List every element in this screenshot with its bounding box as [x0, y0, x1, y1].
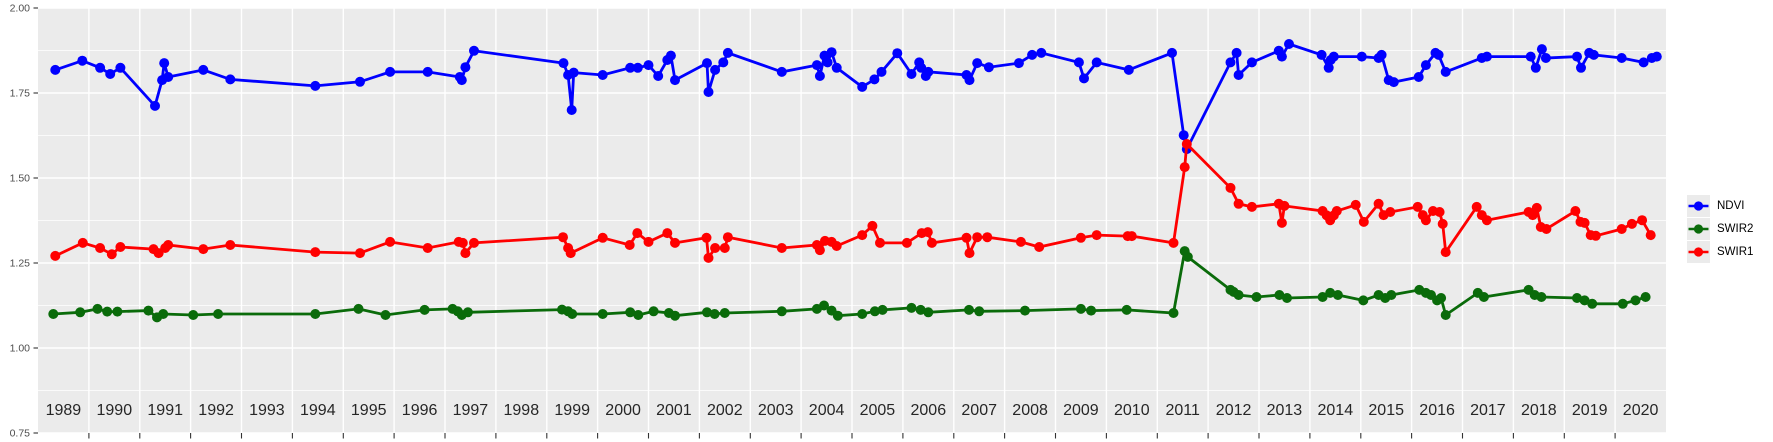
legend-item-ndvi: NDVI	[1687, 195, 1753, 217]
line-point-glyph-icon	[1688, 201, 1709, 211]
svg-text:2006: 2006	[911, 402, 947, 419]
svg-text:2001: 2001	[656, 402, 692, 419]
svg-text:2017: 2017	[1470, 402, 1506, 419]
legend-key-swir2	[1687, 218, 1710, 240]
legend-item-swir2: SWIR2	[1687, 218, 1753, 240]
legend-label-swir2: SWIR2	[1717, 223, 1754, 235]
svg-text:2015: 2015	[1368, 402, 1404, 419]
svg-text:2018: 2018	[1521, 402, 1557, 419]
svg-text:2008: 2008	[1012, 402, 1048, 419]
svg-text:2010: 2010	[1114, 402, 1150, 419]
legend-label-ndvi: NDVI	[1717, 200, 1745, 212]
svg-text:1998: 1998	[504, 402, 540, 419]
legend-key-swir1	[1687, 241, 1710, 263]
svg-text:2013: 2013	[1267, 402, 1303, 419]
svg-text:1995: 1995	[351, 402, 387, 419]
svg-text:2.00: 2.00	[10, 3, 31, 15]
svg-text:1.75: 1.75	[10, 88, 31, 100]
legend-key-ndvi	[1687, 195, 1710, 217]
svg-text:2012: 2012	[1216, 402, 1252, 419]
svg-text:2009: 2009	[1063, 402, 1099, 419]
svg-text:2004: 2004	[809, 402, 845, 419]
svg-text:1999: 1999	[554, 402, 590, 419]
svg-text:1989: 1989	[46, 402, 82, 419]
svg-text:2003: 2003	[758, 402, 794, 419]
legend: NDVI SWIR2 SWIR1	[1687, 195, 1753, 263]
svg-text:1.25: 1.25	[10, 258, 31, 270]
svg-text:1992: 1992	[198, 402, 234, 419]
svg-text:0.75: 0.75	[10, 428, 31, 440]
svg-text:1990: 1990	[97, 402, 133, 419]
line-point-glyph-icon	[1688, 247, 1709, 257]
svg-text:2005: 2005	[860, 402, 896, 419]
svg-text:1.00: 1.00	[10, 343, 31, 355]
legend-item-swir1: SWIR1	[1687, 241, 1753, 263]
svg-text:2019: 2019	[1572, 402, 1608, 419]
svg-text:1991: 1991	[147, 402, 183, 419]
svg-text:2000: 2000	[605, 402, 641, 419]
line-point-glyph-icon	[1688, 224, 1709, 234]
svg-text:1996: 1996	[402, 402, 438, 419]
svg-text:2020: 2020	[1623, 402, 1659, 419]
svg-text:1.50: 1.50	[10, 173, 31, 185]
svg-text:1997: 1997	[453, 402, 489, 419]
svg-text:2014: 2014	[1318, 402, 1354, 419]
svg-text:2002: 2002	[707, 402, 743, 419]
svg-text:2007: 2007	[961, 402, 997, 419]
legend-label-swir1: SWIR1	[1717, 246, 1754, 258]
svg-text:2011: 2011	[1165, 402, 1200, 419]
svg-text:2016: 2016	[1419, 402, 1455, 419]
svg-text:1993: 1993	[249, 402, 285, 419]
svg-text:1994: 1994	[300, 402, 336, 419]
